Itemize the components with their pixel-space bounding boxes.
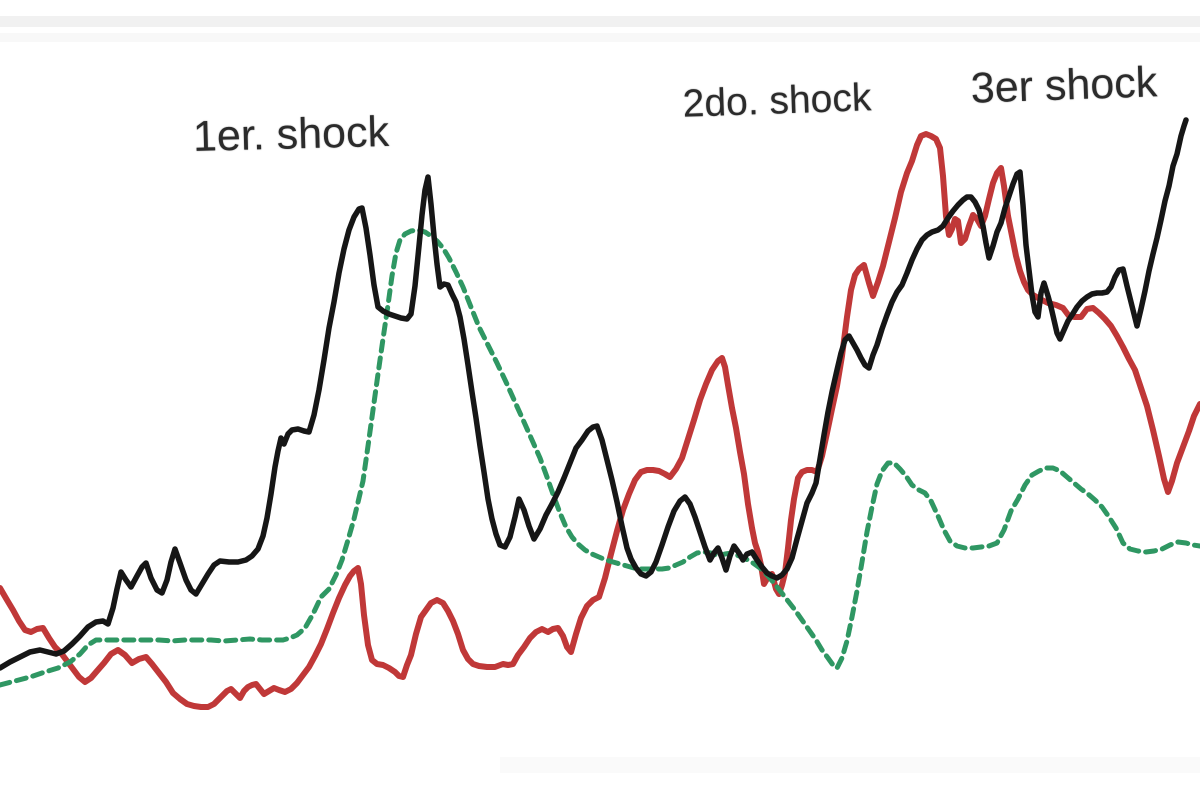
series-green-dashed <box>0 227 1200 688</box>
annotation-3er-shock: 3er shock <box>969 58 1158 113</box>
series-red-solid <box>0 131 1200 710</box>
series-black-solid <box>0 117 1189 671</box>
annotation-1er-shock: 1er. shock <box>192 107 390 162</box>
annotation-2do-shock: 2do. shock <box>681 76 873 126</box>
